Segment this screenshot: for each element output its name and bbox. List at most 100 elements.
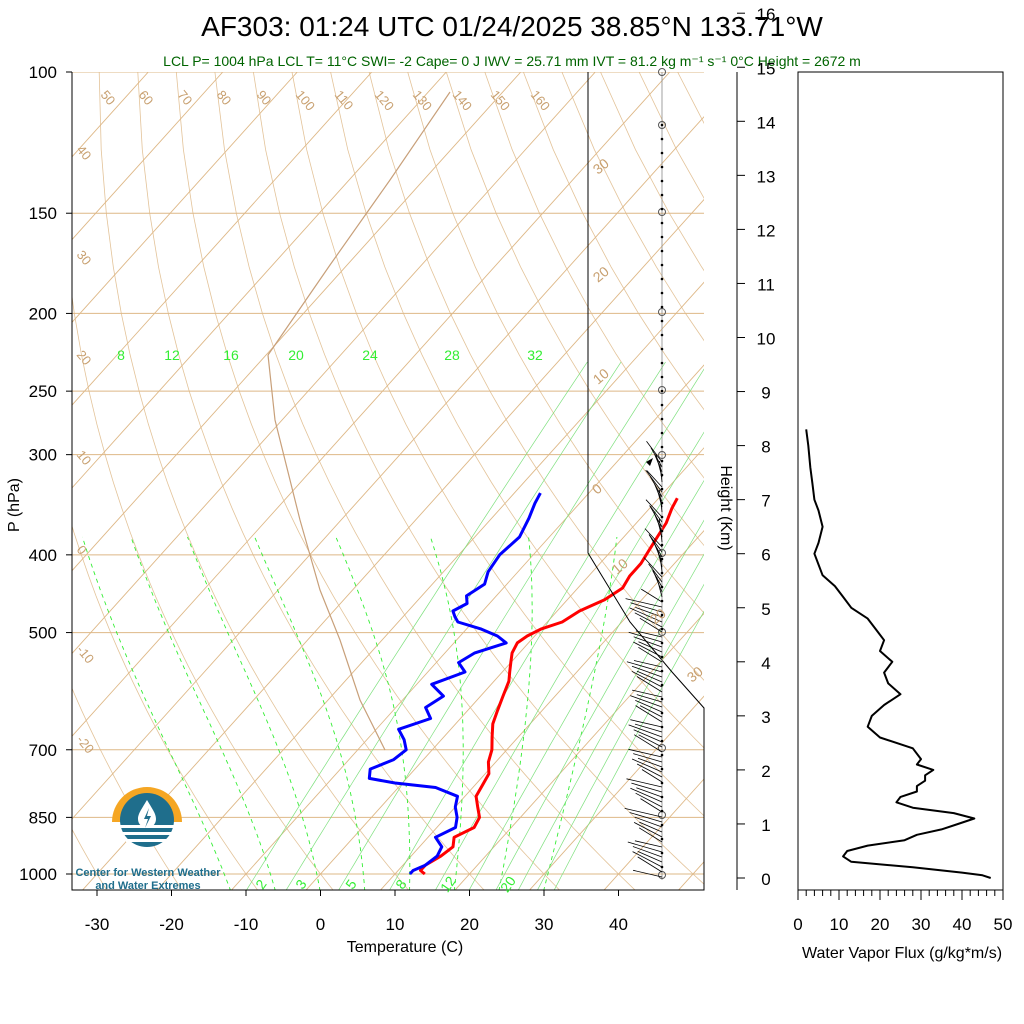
height-tick-label: 10 [757,330,776,349]
mixing-ratio-label: 20 [497,873,519,895]
mixing-ratio-label: 24 [362,347,378,363]
wind-barb [631,670,663,688]
y-tick-label: 300 [29,446,57,465]
dry-adiabat-line [253,72,704,885]
wind-barb [633,869,663,878]
wind-barb [629,812,663,823]
isotherm-label: 100 [293,87,318,113]
barb-level-dot [660,753,664,757]
y-tick-label: 1000 [19,865,57,884]
barb-level-dot [660,277,664,281]
flux-x-axis-title: Water Vapor Flux (g/kg*m/s) [802,945,1002,962]
wind-barb [633,753,663,763]
dry-adiabat-line [484,72,704,479]
barb-level-dot [660,263,664,267]
barb-level-dot [660,249,664,253]
height-tick-label: 2 [761,762,770,781]
dry-adiabat-line [330,72,704,749]
height-tick-label: 9 [761,384,770,403]
isotherm-line [72,72,522,572]
isotherm-line [72,72,596,655]
flux-tick-label: 40 [953,915,972,934]
isotherm-label: 120 [372,87,397,113]
mixing-ratio-line [285,361,622,890]
isotherm-label: 140 [450,87,475,113]
barb-level-dot [660,697,664,701]
mixing-ratio-label: 8 [117,347,125,363]
flux-tick-label: 30 [912,915,931,934]
skewt-frame [71,72,705,891]
dry-adiabat-line [407,72,704,614]
wind-barb [633,660,663,668]
theta-label: 0 [589,480,605,497]
wind-barb [638,734,663,748]
barb-level-dot [660,641,664,645]
skewt-grid [72,72,704,890]
moist-adiabat-line [498,536,533,890]
x-axis-title: Temperature (C) [347,939,463,956]
barb-level-circle [658,68,666,76]
isotherm-label: 40 [74,142,95,163]
wind-barb [635,700,663,713]
dry-adiabat-line [561,72,704,342]
wind-barb [630,787,663,803]
height-axis-title: Height (Km) [717,465,734,550]
y-tick-label: 700 [29,741,57,760]
height-tick-label: 15 [757,59,776,78]
wind-barb [633,641,663,658]
barb-level-dot [660,837,664,841]
barb-level-dot [660,207,664,211]
dry-adiabat-line [445,72,704,547]
wind-barb [631,758,663,773]
wind-barb [636,694,663,703]
barb-level-dot [660,781,664,785]
wind-barb [643,557,663,578]
barb-level-dot [660,165,664,169]
barb-level-dot [660,361,664,365]
barb-level-circle [658,121,666,129]
barb-level-circle [658,744,666,752]
wind-barb [626,661,663,673]
wind-barb [659,489,663,513]
wind-barb [646,470,663,488]
y-tick-label: 150 [29,204,57,223]
cw3e-logo: Center for Western Weather and Water Ext… [75,787,221,892]
barb-level-dot [660,487,664,491]
lightning-icon [144,808,151,828]
isotherm-line [72,72,298,323]
theta-label: 30 [684,663,706,685]
height-tick-label: 3 [761,708,770,727]
wind-barb [639,705,663,718]
flux-tick-label: 10 [830,915,849,934]
x-tick-label: 0 [316,915,325,934]
barb-level-dot [660,613,664,617]
barb-level-dot [660,179,664,183]
barb-level-dot [660,445,664,449]
wind-barb [636,787,663,798]
wind-barb [624,808,663,818]
wind-barb [656,576,663,598]
dry-adiabat-line [368,72,704,681]
barb-level-dot [660,137,664,141]
wind-barb [627,841,663,853]
barb-level-dot [660,823,664,827]
isotherm-label: 30 [74,247,95,268]
flux-profile-line [805,429,992,879]
barb-level-dot [660,333,664,337]
wind-barb [628,748,663,758]
mixing-ratio-line [246,361,588,890]
barb-level-dot [660,347,664,351]
wind-barbs [624,68,666,880]
barb-level-dot [660,767,664,771]
height-tick-label: 16 [757,5,776,24]
x-tick-label: -10 [234,915,259,934]
isotherm-line [72,116,704,820]
wind-barb [634,816,663,828]
wind-barb [659,461,663,483]
dry-adiabat-line [291,72,704,817]
x-tick-label: 40 [609,915,628,934]
wind-barb [640,798,663,813]
wind-barb [635,705,663,723]
isotherm-label: 90 [254,87,275,108]
moist-adiabat-line [335,536,411,890]
